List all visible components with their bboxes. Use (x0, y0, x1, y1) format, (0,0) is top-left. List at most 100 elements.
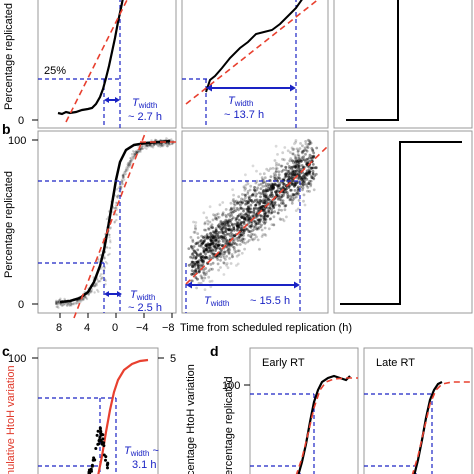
b-left-scatter-point (124, 172, 128, 176)
b-mid-scatter-point (201, 241, 205, 245)
b-left-scatter-point (162, 142, 165, 146)
b-mid-scatter-point (197, 261, 201, 265)
b-left-scatter-point (104, 283, 107, 286)
b-mid-scatter-point (221, 201, 225, 204)
b-mid-scatter-point (249, 225, 252, 228)
b-mid-scatter-point (206, 235, 210, 239)
b-mid-scatter-point (279, 199, 283, 202)
b-mid-scatter-point (221, 226, 225, 230)
b-mid-scatter-point (274, 203, 277, 207)
b-left-fit-line (73, 130, 147, 319)
b-mid-scatter-point (217, 268, 221, 272)
b-left-scatter-point (94, 284, 97, 287)
b-mid-scatter-point (209, 238, 213, 242)
b-mid-scatter-point (278, 182, 281, 186)
b-mid-scatter-point (191, 260, 194, 264)
b-mid-scatter-point (233, 248, 236, 251)
b-mid-scatter-point (308, 142, 312, 146)
b-left-scatter-point (115, 195, 119, 198)
b-mid-scatter-point (228, 248, 232, 252)
b-mid-scatter-point (208, 235, 212, 239)
b-left-scatter-point (62, 303, 66, 306)
b-mid-scatter-point (264, 184, 267, 188)
b-mid-scatter-point (230, 228, 234, 232)
b-mid-scatter-point (241, 193, 244, 196)
b-left-scatter-point (131, 157, 135, 161)
b-mid-scatter-point (291, 172, 295, 176)
b-mid-scatter-point (216, 212, 220, 216)
b-mid-scatter-point (242, 207, 246, 211)
b-mid-scatter-point (203, 288, 207, 291)
b-mid-scatter-point (199, 255, 203, 259)
b-mid-scatter-point (219, 266, 222, 269)
b-mid-scatter-point (283, 204, 287, 208)
b-left-scatter-point (134, 150, 137, 153)
a-mid-fit-line (185, 0, 319, 105)
b-left-scatter-point (130, 152, 134, 156)
b-mid-scatter-point (190, 260, 194, 264)
b-mid-scatter-point (263, 217, 267, 221)
b-mid-scatter-point (247, 234, 250, 237)
b-left-scatter-point (120, 180, 124, 183)
b-mid-scatter-point (230, 242, 234, 246)
b-mid-scatter-point (209, 246, 213, 250)
b-mid-scatter-point (271, 186, 275, 190)
b-mid-scatter-point (204, 228, 208, 232)
b-mid-scatter-point (192, 230, 196, 234)
b-mid-scatter-point (305, 158, 309, 161)
b-mid-scatter-point (294, 140, 298, 144)
b-mid-scatter-point (244, 183, 248, 187)
b-mid-scatter-point (281, 201, 285, 205)
b-left-scatter-point (117, 194, 120, 197)
b-mid-scatter-point (245, 213, 249, 217)
b-mid-scatter-point (233, 250, 237, 254)
b-mid-scatter-point (262, 209, 266, 213)
b-mid-scatter-point (229, 231, 233, 235)
b-mid-scatter-point (212, 234, 216, 238)
b-mid-scatter-point (280, 195, 284, 199)
b-mid-scatter-point (243, 218, 247, 222)
b-left-scatter-point (139, 148, 143, 151)
b-mid-scatter-point (220, 244, 224, 248)
b-mid-scatter-point (235, 223, 239, 227)
b-mid-scatter-point (263, 176, 267, 180)
b-mid-scatter-point (302, 174, 306, 178)
b-mid-scatter-point (286, 149, 290, 153)
b-mid-scatter-point (298, 170, 301, 174)
b-mid-scatter-point (202, 249, 206, 252)
b-mid-scatter-point (305, 169, 309, 173)
b-mid-scatter-point (260, 223, 263, 227)
b-mid-scatter-point (196, 236, 200, 240)
b-mid-scatter-point (221, 243, 225, 247)
b-mid-scatter-point (211, 226, 215, 229)
b-mid-scatter-point (288, 166, 291, 170)
b-left-scatter-point (167, 142, 170, 145)
b-left-scatter-point (78, 299, 82, 302)
b-mid-scatter-point (292, 193, 295, 197)
b-mid-scatter-point (246, 240, 250, 244)
b-mid-scatter-point (264, 187, 268, 191)
b-mid-scatter-point (217, 254, 221, 257)
b-mid-scatter-point (242, 237, 246, 241)
b-mid-scatter-point (296, 185, 300, 189)
b-mid-scatter-point (292, 161, 295, 165)
b-mid-scatter-point (292, 193, 296, 197)
b-mid-scatter-point (230, 217, 234, 221)
b-left-scatter-point (55, 299, 58, 302)
b-mid-scatter-point (296, 153, 300, 157)
b-mid-scatter-point (204, 247, 208, 251)
b-mid-scatter-point (209, 242, 213, 246)
b-mid-scatter-point (225, 250, 229, 253)
b-mid-scatter-point (203, 222, 207, 226)
b-mid-scatter-point (279, 187, 283, 191)
b-mid-scatter-point (251, 193, 254, 197)
b-mid-scatter-point (230, 213, 234, 217)
b-mid-scatter-point (289, 188, 292, 192)
b-mid-scatter-point (231, 199, 235, 203)
b-mid-scatter-point (202, 211, 206, 215)
b-mid-scatter-point (203, 228, 206, 232)
b-mid-scatter-point (232, 227, 236, 231)
b-left-scatter-point (59, 297, 62, 300)
b-mid-scatter-point (293, 184, 296, 188)
b-mid-scatter-point (288, 159, 292, 163)
